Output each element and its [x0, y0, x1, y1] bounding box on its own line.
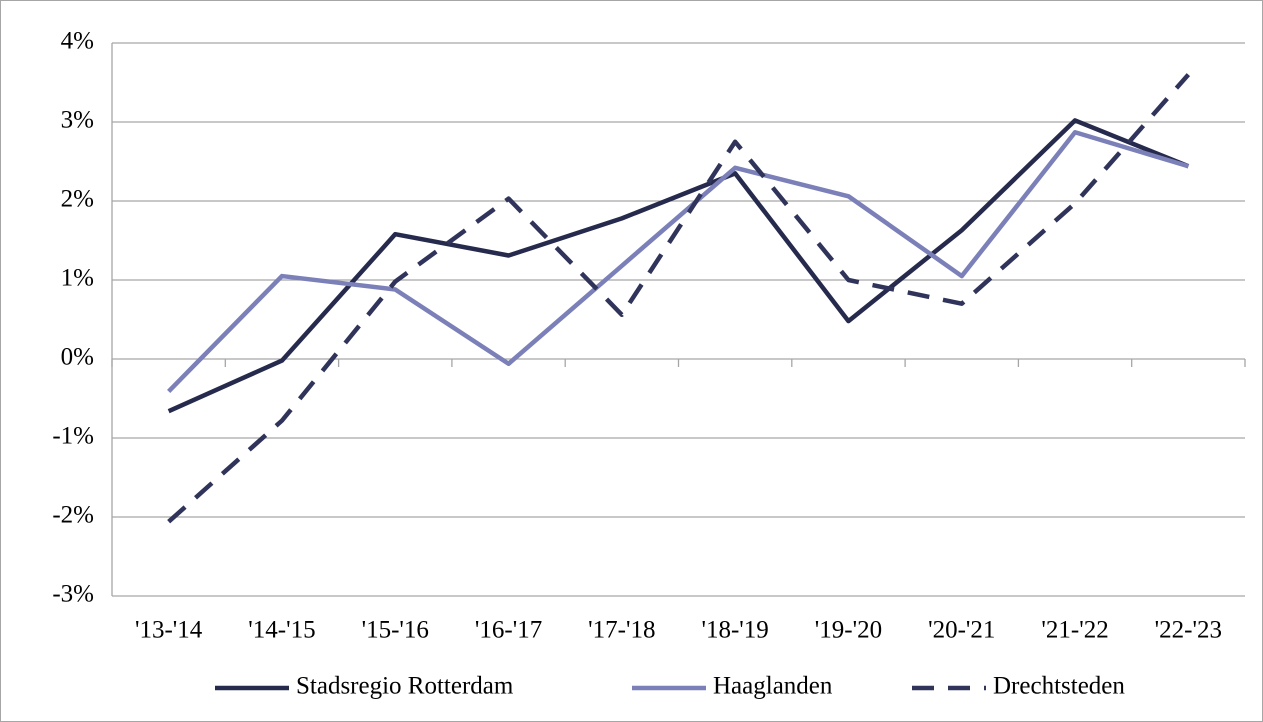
x-tick-label: '17-'18: [588, 617, 655, 644]
x-tick-label: '14-'15: [248, 617, 315, 644]
x-tick-label: '22-'23: [1155, 617, 1222, 644]
y-tick-label: 4%: [61, 28, 94, 55]
y-tick-label: 3%: [61, 107, 94, 134]
x-tick-label: '19-'20: [815, 617, 882, 644]
y-tick-label: -3%: [52, 581, 94, 608]
series-line: [167, 118, 1190, 414]
series-line: [167, 73, 1191, 524]
y-tick-label: 0%: [61, 344, 94, 371]
legend-label: Haaglanden: [713, 673, 833, 700]
legend-label: Stadsregio Rotterdam: [296, 673, 514, 700]
x-tick-label: '20-'21: [928, 617, 995, 644]
series-line: [167, 130, 1189, 393]
legend-label: Drechtsteden: [993, 673, 1125, 700]
x-tick-label: '21-'22: [1041, 617, 1108, 644]
x-tick-label: '18-'19: [701, 617, 768, 644]
y-tick-label: -2%: [52, 502, 94, 529]
y-tick-label: 2%: [61, 186, 94, 213]
x-tick-label: '13-'14: [135, 617, 203, 644]
x-tick-label: '16-'17: [475, 617, 542, 644]
y-tick-label: -1%: [52, 423, 94, 450]
y-tick-label: 1%: [61, 265, 94, 292]
x-tick-label: '15-'16: [362, 617, 429, 644]
